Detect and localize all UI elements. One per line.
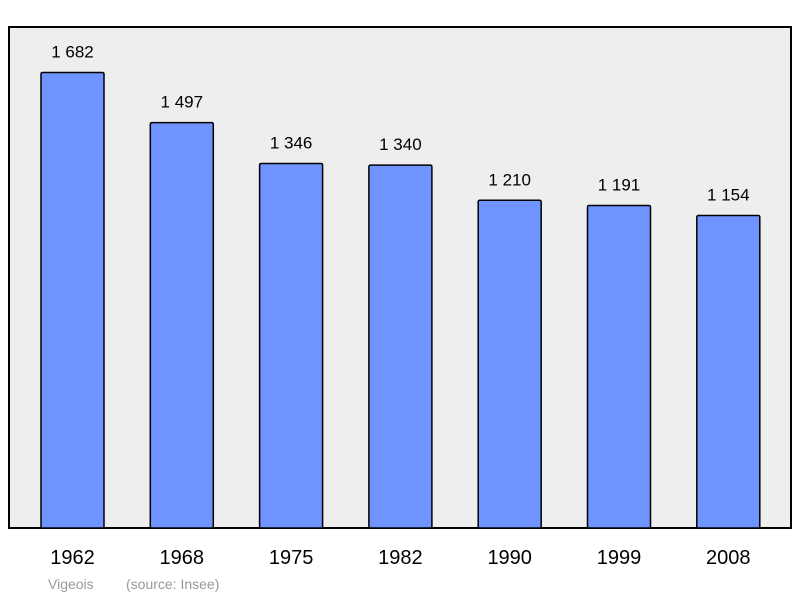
category-label-1975: 1975 [269, 547, 314, 569]
category-label-1962: 1962 [50, 547, 95, 569]
value-label-1975: 1 346 [270, 134, 313, 153]
value-label-1968: 1 497 [161, 93, 204, 112]
labels-layer: 1 682 1962 1 497 1968 1 346 1975 1 340 1982 1 21… [50, 43, 750, 570]
bar-1990 [477, 199, 542, 529]
category-label-2008: 2008 [706, 547, 751, 569]
value-label-1982: 1 340 [379, 135, 422, 154]
bars-layer [40, 71, 761, 529]
value-label-1999: 1 191 [598, 176, 641, 195]
category-label-1982: 1982 [378, 547, 423, 569]
category-label-1990: 1990 [487, 547, 532, 569]
value-label-2008: 1 154 [707, 186, 750, 205]
footer-source: (source: Insee) [126, 576, 219, 592]
bar-1975 [258, 162, 324, 529]
bar-1999 [586, 204, 652, 529]
bar-1982 [368, 164, 433, 529]
footer-place: Vigeois [48, 576, 94, 592]
bar-1968 [149, 121, 215, 529]
value-label-1962: 1 682 [51, 43, 94, 62]
bar-2008 [696, 214, 761, 529]
category-label-1968: 1968 [160, 547, 205, 569]
value-label-1990: 1 210 [488, 170, 531, 189]
bar-1962 [40, 71, 105, 529]
category-label-1999: 1999 [597, 547, 642, 569]
